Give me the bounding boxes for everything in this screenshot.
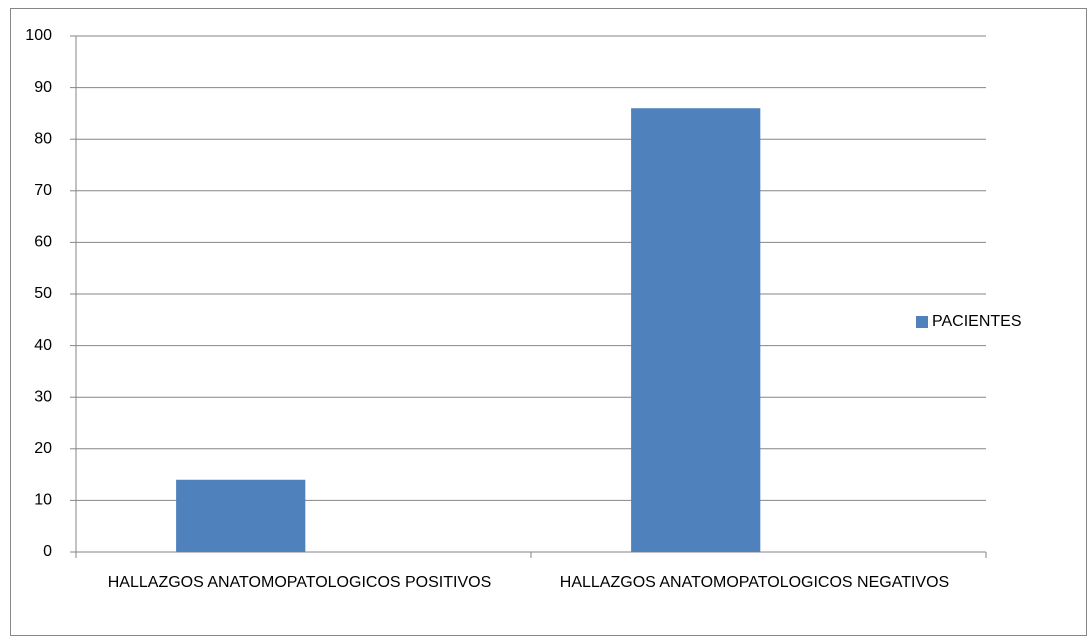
y-tick-label: 30	[34, 388, 52, 405]
y-tick-label: 50	[34, 285, 52, 302]
y-tick-label: 40	[34, 337, 52, 354]
y-tick-label: 100	[25, 27, 52, 44]
y-tick-label: 90	[34, 79, 52, 96]
y-tick-label: 20	[34, 440, 52, 457]
legend-swatch	[916, 316, 928, 328]
x-tick-label: HALLAZGOS ANATOMOPATOLOGICOS NEGATIVOS	[559, 574, 950, 591]
bar	[176, 479, 306, 552]
y-tick-label: 80	[34, 130, 52, 147]
bar	[631, 108, 761, 553]
chart-border	[10, 8, 1087, 636]
y-tick-label: 0	[43, 543, 52, 560]
x-tick-label: HALLAZGOS ANATOMOPATOLOGICOS POSITIVOS	[107, 574, 492, 591]
legend-label: PACIENTES	[932, 313, 1022, 330]
y-tick-label: 60	[34, 234, 52, 251]
y-tick-label: 70	[34, 182, 52, 199]
y-tick-label: 10	[34, 492, 52, 509]
